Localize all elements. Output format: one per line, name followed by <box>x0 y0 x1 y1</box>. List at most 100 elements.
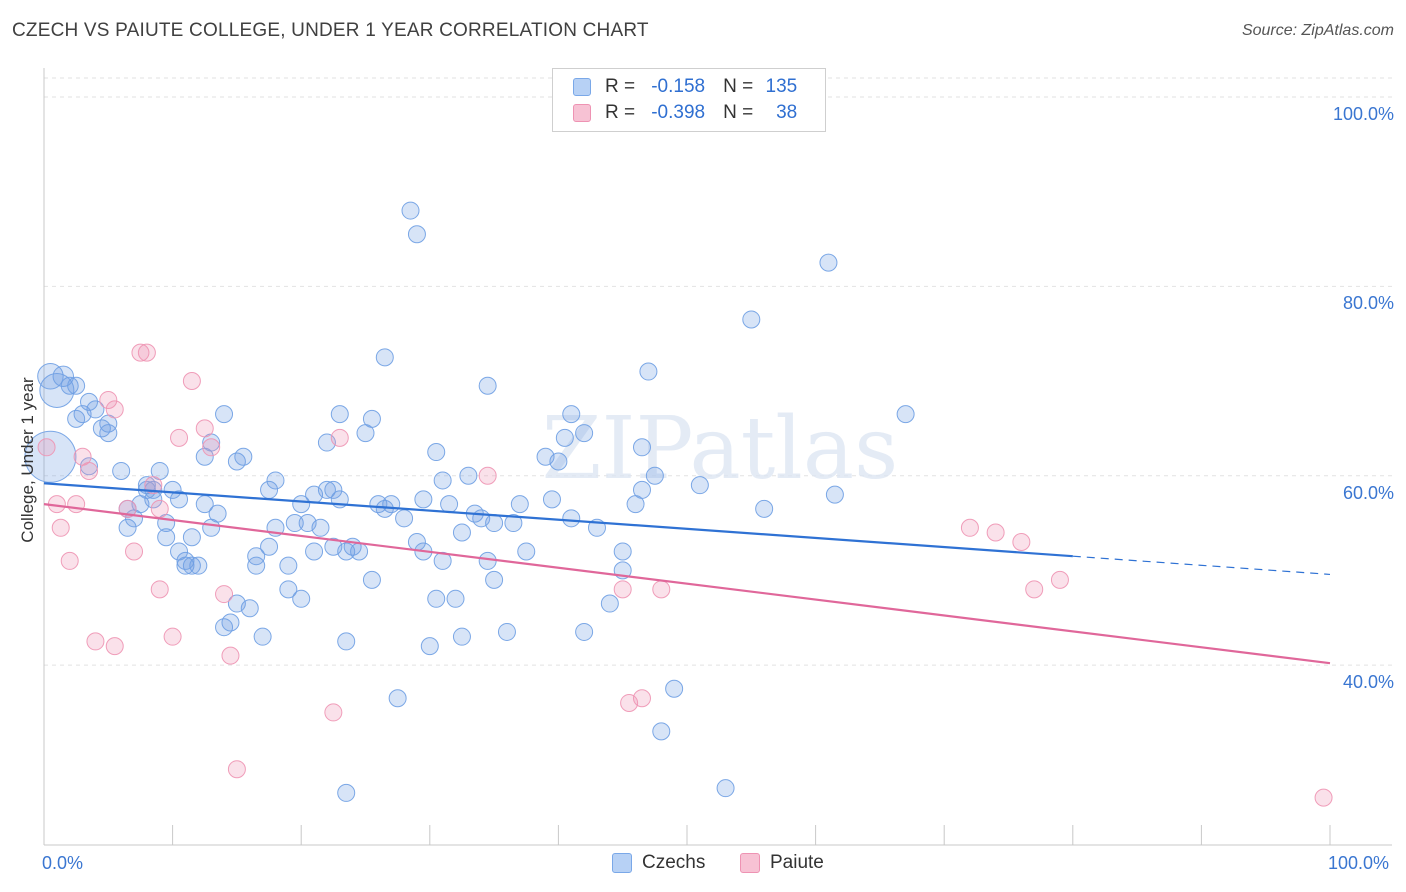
grid-lines <box>44 77 1392 666</box>
point-paiute <box>150 499 169 518</box>
point-czechs <box>215 618 234 637</box>
point-czechs <box>388 689 407 708</box>
point-czechs <box>227 452 246 471</box>
point-czechs <box>311 518 330 537</box>
point-czechs <box>382 495 401 514</box>
point-czechs <box>80 457 99 476</box>
point-czechs <box>478 551 497 570</box>
point-czechs <box>60 376 79 395</box>
point-czechs <box>208 504 227 523</box>
legend-label-czechs: Czechs <box>642 852 706 873</box>
x-tick-label-max: 100.0% <box>1328 853 1390 873</box>
point-czechs <box>112 461 131 480</box>
point-czechs <box>170 490 189 509</box>
point-czechs <box>221 613 240 632</box>
series-legend-czechs: Czechs <box>612 852 705 874</box>
point-paiute <box>986 523 1005 542</box>
point-paiute <box>324 703 343 722</box>
point-czechs <box>549 452 568 471</box>
point-paiute <box>51 518 70 537</box>
point-czechs <box>240 599 259 618</box>
point-czechs <box>452 523 471 542</box>
point-czechs <box>99 424 118 443</box>
point-czechs <box>292 589 311 608</box>
point-paiute <box>202 438 221 457</box>
point-czechs <box>215 405 234 424</box>
point-paiute <box>330 428 349 447</box>
point-paiute <box>215 585 234 604</box>
r-label: R = <box>605 76 636 97</box>
x-tick-label-min: 0.0% <box>42 853 84 873</box>
point-czechs <box>337 542 356 561</box>
trend-line-paiute <box>43 503 1331 665</box>
point-czechs <box>350 542 369 561</box>
point-paiute <box>1314 788 1333 807</box>
point-czechs <box>285 514 304 533</box>
r-value-czechs: -0.158 <box>651 76 706 97</box>
point-czechs <box>247 556 266 575</box>
point-czechs <box>542 490 561 509</box>
point-paiute <box>163 627 182 646</box>
point-czechs <box>427 589 446 608</box>
point-czechs <box>485 514 504 533</box>
point-czechs <box>362 570 381 589</box>
y-tick-label: 40.0% <box>1342 672 1394 693</box>
point-paiute <box>105 637 124 656</box>
legend-label-paiute: Paiute <box>770 852 824 873</box>
point-czechs <box>440 495 459 514</box>
point-paiute <box>1025 580 1044 599</box>
watermark: ZIPatlas <box>542 399 898 499</box>
point-czechs <box>279 580 298 599</box>
y-tick-label: 80.0% <box>1342 293 1394 314</box>
r-value-paiute: -0.398 <box>651 102 706 123</box>
point-czechs <box>395 509 414 528</box>
point-czechs <box>234 447 253 466</box>
point-czechs <box>575 424 594 443</box>
point-paiute <box>80 461 99 480</box>
n-label: N = <box>723 102 754 123</box>
point-czechs <box>324 480 343 499</box>
point-czechs <box>575 622 594 641</box>
point-czechs <box>163 480 182 499</box>
legend-swatch-czechs <box>612 853 632 873</box>
point-czechs <box>504 514 523 533</box>
point-czechs <box>253 627 272 646</box>
point-czechs <box>266 471 285 490</box>
point-czechs <box>562 405 581 424</box>
point-czechs <box>613 542 632 561</box>
point-czechs <box>337 632 356 651</box>
point-czechs <box>452 627 471 646</box>
point-czechs <box>407 225 426 244</box>
point-czechs <box>562 509 581 528</box>
trend-lines <box>43 482 1331 665</box>
point-czechs <box>652 722 671 741</box>
point-czechs <box>639 362 658 381</box>
point-paiute <box>105 400 124 419</box>
point-paiute <box>1012 532 1031 551</box>
point-paiute <box>652 580 671 599</box>
point-paiute <box>131 343 150 362</box>
y-tick-label: 100.0% <box>1332 103 1394 124</box>
point-czechs <box>716 779 735 798</box>
point-paiute <box>125 542 144 561</box>
point-czechs <box>819 253 838 272</box>
point-czechs <box>189 556 208 575</box>
point-paiute <box>182 372 201 391</box>
trend-extension-czechs <box>1072 555 1331 576</box>
point-czechs <box>67 409 86 428</box>
point-czechs <box>279 556 298 575</box>
point-czechs <box>260 537 279 556</box>
legend-swatch-paiute <box>573 104 591 122</box>
point-czechs <box>459 466 478 485</box>
point-czechs <box>157 528 176 547</box>
point-czechs <box>497 622 516 641</box>
point-czechs <box>517 542 536 561</box>
point-czechs <box>896 405 915 424</box>
point-paiute <box>37 438 56 457</box>
data-points <box>24 201 1333 807</box>
point-czechs <box>446 589 465 608</box>
point-czechs <box>420 637 439 656</box>
point-czechs <box>24 430 77 483</box>
point-czechs <box>305 542 324 561</box>
